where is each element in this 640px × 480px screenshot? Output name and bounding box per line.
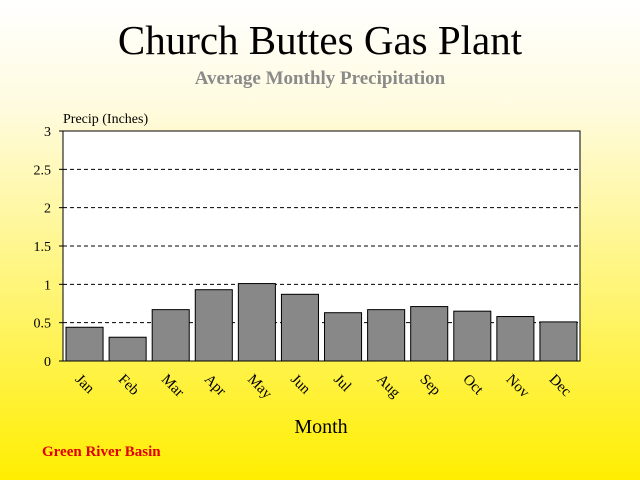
bar-sep: [410, 306, 449, 362]
x-tick-label: Dec: [546, 372, 575, 401]
y-tick-label: 0: [44, 355, 51, 370]
footer-label: Green River Basin: [42, 444, 161, 460]
x-tick-label: Oct: [459, 372, 486, 399]
x-tick-label: May: [244, 372, 275, 403]
x-tick-label: Nov: [503, 372, 533, 402]
x-axis-label: Month: [294, 416, 347, 438]
x-tick-label: Feb: [115, 372, 142, 399]
x-tick-label: Jan: [72, 372, 98, 398]
x-tick-label: Aug: [373, 372, 403, 402]
chart-title: Church Buttes Gas Plant: [117, 17, 523, 63]
y-tick-label: 2: [44, 202, 51, 217]
bar-nov: [496, 316, 535, 362]
y-tick-label: 2.5: [34, 163, 52, 178]
bar-jul: [324, 312, 363, 362]
x-tick-label: Jul: [330, 372, 354, 396]
bar-dec: [539, 321, 578, 362]
bar-oct: [453, 310, 492, 362]
y-tick-label: 0.5: [34, 317, 52, 332]
bar-jan: [65, 326, 104, 362]
bar-apr: [194, 289, 233, 362]
bar-mar: [151, 309, 190, 362]
x-tick-label: Apr: [201, 372, 229, 400]
y-tick-label: 1.5: [34, 240, 52, 255]
y-tick-label: 1: [44, 278, 51, 293]
x-tick-label: Mar: [158, 372, 187, 401]
y-axis-label: Precip (Inches): [63, 112, 148, 127]
x-tick-label: Jun: [287, 372, 313, 398]
bar-aug: [367, 309, 406, 362]
bar-may: [237, 283, 276, 362]
y-tick-label: 3: [44, 125, 51, 140]
chart-subtitle: Average Monthly Precipitation: [194, 68, 446, 89]
x-tick-label: Sep: [416, 372, 443, 399]
bar-jun: [280, 293, 319, 362]
bar-feb: [108, 336, 147, 362]
